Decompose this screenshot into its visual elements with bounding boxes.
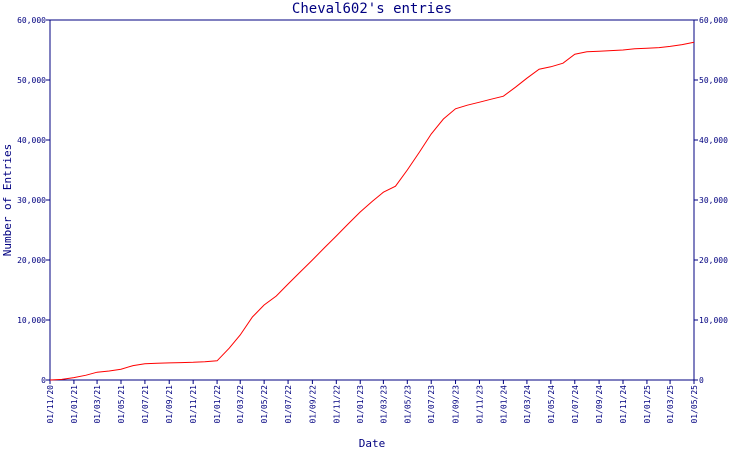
- x-tick-label: 01/03/22: [236, 385, 245, 424]
- y-axis-label: Number of Entries: [1, 144, 14, 257]
- chart-title: Cheval602's entries: [292, 1, 452, 17]
- x-tick-label: 01/05/23: [403, 385, 412, 424]
- y-tick-label-left: 40,000: [17, 136, 46, 145]
- x-tick-label: 01/11/21: [189, 385, 198, 424]
- y-tick-label-left: 60,000: [17, 16, 46, 25]
- y-tick-label-left: 20,000: [17, 256, 46, 265]
- y-ticks-left: 0 10,000 20,000 30,000 40,000 50,000 60,000: [17, 16, 50, 385]
- x-tick-label: 01/11/23: [475, 385, 484, 424]
- y-tick-label-right: 50,000: [699, 76, 728, 85]
- y-tick-label-left: 30,000: [17, 196, 46, 205]
- x-tick-label: 01/05/24: [547, 385, 556, 424]
- x-tick-label: 01/05/25: [690, 385, 699, 424]
- x-tick-label: 01/01/22: [213, 385, 222, 424]
- x-tick-label: 01/03/25: [666, 385, 675, 424]
- y-ticks-right: 0 10,000 20,000 30,000 40,000 50,000 60,000: [694, 16, 728, 385]
- y-tick-label-left: 10,000: [17, 316, 46, 325]
- x-axis-label: Date: [359, 437, 386, 450]
- x-tick-label: 01/01/25: [643, 385, 652, 424]
- x-tick-label: 01/09/23: [452, 385, 461, 424]
- x-tick-label: 01/05/22: [260, 385, 269, 424]
- x-tick-label: 01/01/24: [499, 385, 508, 424]
- x-tick-label: 01/05/21: [117, 385, 126, 424]
- x-tick-label: 01/07/21: [141, 385, 150, 424]
- y-tick-label-right: 30,000: [699, 196, 728, 205]
- series-layer: [49, 41, 695, 381]
- y-tick-label-right: 10,000: [699, 316, 728, 325]
- x-tick-label: 01/09/21: [165, 385, 174, 424]
- x-tick-label: 01/07/22: [284, 385, 293, 424]
- x-tick-label: 01/09/22: [308, 385, 317, 424]
- y-tick-label-left: 50,000: [17, 76, 46, 85]
- x-tick-label: 01/07/23: [427, 385, 436, 424]
- x-tick-label: 01/11/22: [332, 385, 341, 424]
- x-tick-label: 01/01/23: [356, 385, 365, 424]
- y-tick-label-right: 0: [699, 376, 704, 385]
- y-tick-label-right: 60,000: [699, 16, 728, 25]
- plot-area: [49, 19, 695, 381]
- x-tick-label: 01/11/20: [46, 385, 55, 424]
- series-line: [49, 41, 695, 381]
- y-tick-label-right: 20,000: [699, 256, 728, 265]
- x-ticks: 01/11/20 01/01/21 01/03/21 01/05/21 01/07/21…: [46, 380, 699, 424]
- y-tick-label-left: 0: [41, 376, 46, 385]
- x-tick-label: 01/07/24: [571, 385, 580, 424]
- x-tick-label: 01/03/24: [523, 385, 532, 424]
- x-tick-label: 01/09/24: [595, 385, 604, 424]
- x-tick-label: 01/01/21: [70, 385, 79, 424]
- x-tick-label: 01/11/24: [619, 385, 628, 424]
- x-tick-label: 01/03/21: [93, 385, 102, 424]
- y-tick-label-right: 40,000: [699, 136, 728, 145]
- x-tick-label: 01/03/23: [379, 385, 388, 424]
